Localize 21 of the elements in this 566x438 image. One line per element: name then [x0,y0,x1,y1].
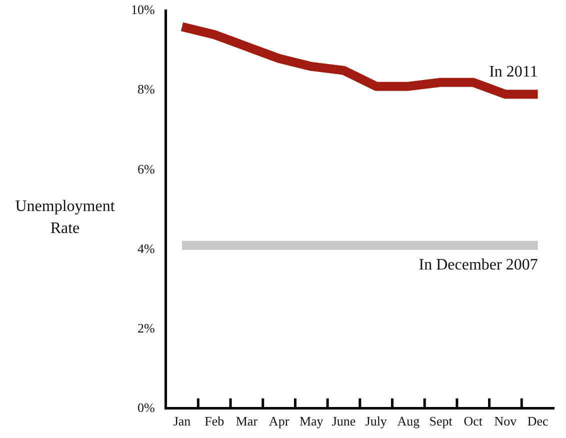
x-tick-label: Mar [236,414,258,429]
x-tick-label: Apr [268,414,290,429]
x-tick-label: Dec [527,414,549,429]
x-tick-label: June [332,414,356,429]
y-tick-label: 4% [137,240,155,256]
x-tick-label: Sept [429,414,453,429]
y-tick-label: 2% [137,320,155,336]
series-label: In 2011 [489,64,538,80]
x-tick-label: Nov [494,414,518,429]
x-tick-label: May [299,414,324,429]
y-tick-label: 0% [137,400,155,415]
y-tick-label: 6% [137,161,155,176]
x-tick-label: Feb [204,414,224,429]
y-axis-title: Unemployment Rate [14,197,116,239]
x-tick-label: Aug [397,414,420,429]
x-tick-label: Oct [464,414,483,429]
series-label: In December 2007 [418,256,538,274]
x-tick-label: Jan [173,414,192,429]
y-tick-label: 8% [137,82,155,97]
y-tick-label: 10% [130,2,155,18]
x-tick-label: July [365,414,388,429]
